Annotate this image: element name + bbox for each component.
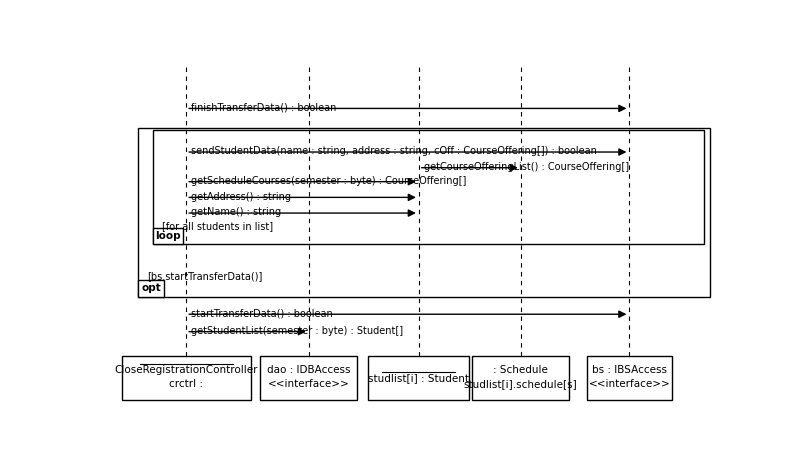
Text: finishTransferData() : boolean: finishTransferData() : boolean [191,103,337,113]
Bar [368,356,469,400]
Text: getName() : string: getName() : string [191,207,281,217]
Text: : Schedule: : Schedule [493,365,548,375]
Bar [138,128,710,297]
Bar [153,228,183,245]
Bar [138,280,165,297]
Text: <<interface>>: <<interface>> [589,379,670,389]
Text: sendStudentData(name : string, address : string, cOff : CourseOffering[]) : bool: sendStudentData(name : string, address :… [191,146,597,156]
Text: studlist[i].schedule[s]: studlist[i].schedule[s] [464,379,577,389]
Text: getStudentList(semester : byte) : Student[]: getStudentList(semester : byte) : Studen… [191,326,403,336]
Bar [122,356,251,400]
Text: <<interface>>: <<interface>> [268,379,350,389]
Text: startTransferData() : boolean: startTransferData() : boolean [191,308,333,318]
Text: studlist[i] : Student: studlist[i] : Student [368,373,470,383]
Bar [472,356,569,400]
Text: bs : IBSAccess: bs : IBSAccess [592,365,667,375]
Text: getCourseOfferingList() : CourseOffering[]: getCourseOfferingList() : CourseOffering… [424,162,629,172]
Text: [bs.startTransferData()]: [bs.startTransferData()] [148,271,263,281]
Text: opt: opt [141,284,161,294]
Text: crctrl :: crctrl : [169,379,204,389]
Bar [587,356,672,400]
Bar [153,130,703,245]
Text: CloseRegistrationController: CloseRegistrationController [114,365,258,375]
Text: loop: loop [155,231,181,241]
Text: getAddress() : string: getAddress() : string [191,192,291,202]
Text: getScheduleCourses(semester : byte) : CourseOffering[]: getScheduleCourses(semester : byte) : Co… [191,176,466,186]
Text: [for all students in list]: [for all students in list] [162,221,273,231]
Bar [260,356,358,400]
Text: dao : IDBAccess: dao : IDBAccess [267,365,350,375]
